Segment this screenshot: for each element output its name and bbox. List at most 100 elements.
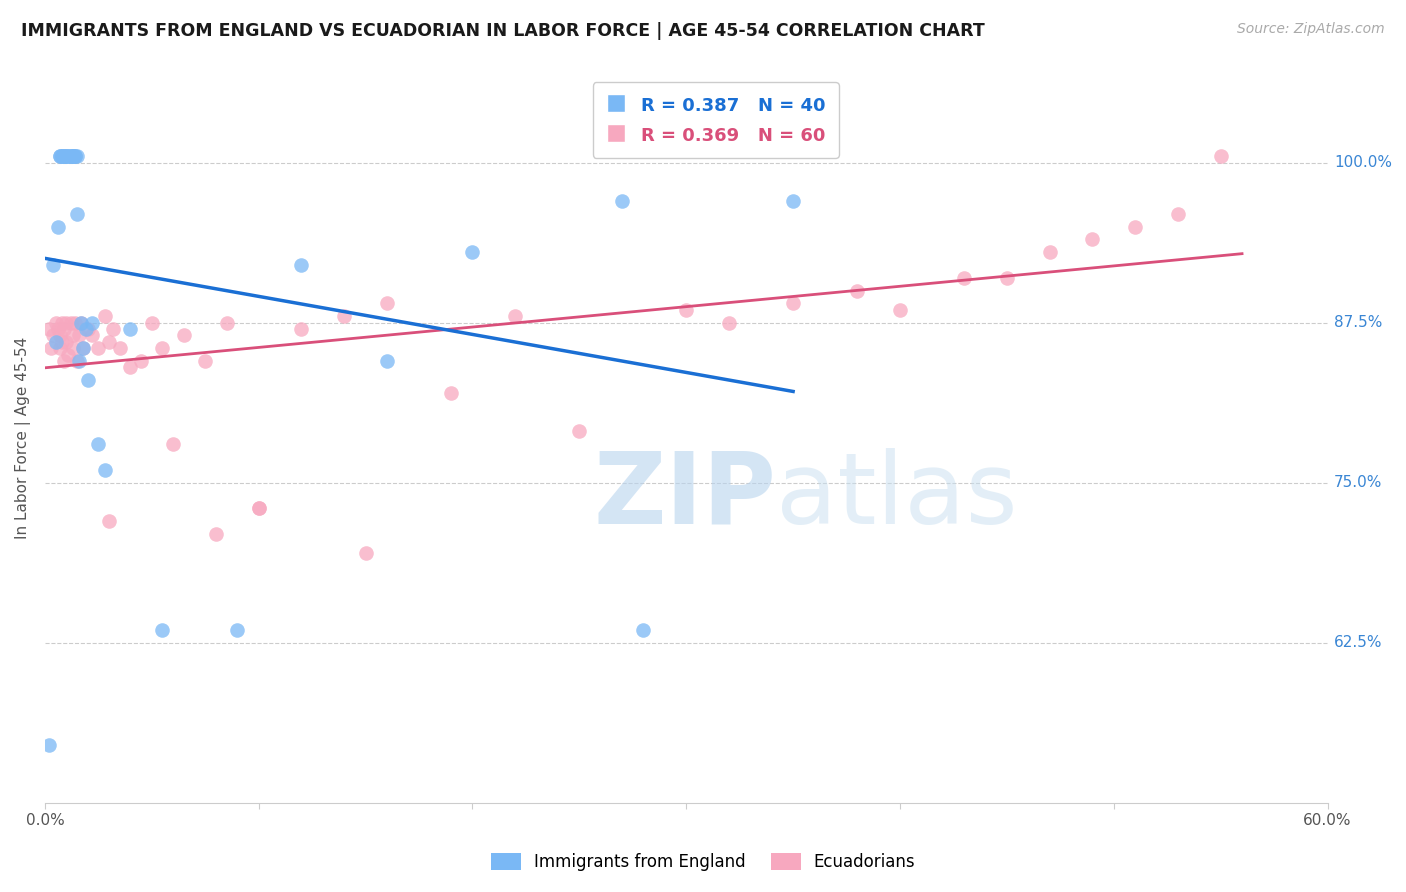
Point: [51, 316, 73, 330]
Point: [42, 328, 65, 343]
Point: [38, 738, 60, 752]
Point: [290, 258, 312, 272]
Point: [141, 316, 163, 330]
Point: [51, 149, 73, 163]
Point: [633, 623, 655, 637]
Point: [375, 354, 398, 368]
Point: [205, 526, 228, 541]
Point: [55, 334, 77, 349]
Point: [1081, 232, 1104, 246]
Point: [67, 354, 90, 368]
Point: [610, 194, 633, 208]
Point: [1039, 245, 1062, 260]
Point: [66, 354, 89, 368]
Point: [290, 322, 312, 336]
Point: [717, 316, 740, 330]
Point: [62, 149, 84, 163]
Point: [55, 316, 77, 330]
Point: [63, 316, 86, 330]
Point: [62, 328, 84, 343]
Point: [62, 149, 84, 163]
Point: [58, 149, 80, 163]
Point: [58, 347, 80, 361]
Point: [67, 328, 90, 343]
Point: [1209, 149, 1232, 163]
Point: [98, 334, 121, 349]
Point: [62, 341, 84, 355]
Point: [215, 316, 238, 330]
Point: [62, 149, 84, 163]
Point: [76, 322, 98, 336]
Point: [53, 149, 76, 163]
Point: [51, 149, 73, 163]
Point: [53, 322, 76, 336]
Y-axis label: In Labor Force | Age 45-54: In Labor Force | Age 45-54: [15, 336, 31, 539]
Point: [782, 194, 804, 208]
Point: [49, 341, 72, 355]
Legend: Immigrants from England, Ecuadorians: Immigrants from England, Ecuadorians: [482, 845, 924, 880]
Point: [247, 501, 270, 516]
Point: [53, 354, 76, 368]
Point: [247, 501, 270, 516]
Point: [568, 425, 591, 439]
Point: [953, 270, 976, 285]
Text: 75.0%: 75.0%: [1334, 475, 1382, 490]
Point: [70, 316, 93, 330]
Point: [782, 296, 804, 310]
Point: [98, 514, 121, 528]
Point: [70, 316, 93, 330]
Point: [375, 296, 398, 310]
Point: [354, 546, 377, 560]
Point: [53, 149, 76, 163]
Point: [42, 258, 65, 272]
Point: [55, 149, 77, 163]
Point: [103, 322, 125, 336]
Point: [76, 373, 98, 387]
Point: [152, 623, 174, 637]
Point: [38, 322, 60, 336]
Point: [63, 149, 86, 163]
Text: 87.5%: 87.5%: [1334, 315, 1382, 330]
Point: [108, 341, 131, 355]
Point: [45, 334, 67, 349]
Point: [49, 149, 72, 163]
Point: [226, 623, 249, 637]
Point: [75, 322, 97, 336]
Point: [66, 149, 89, 163]
Text: Source: ZipAtlas.com: Source: ZipAtlas.com: [1237, 22, 1385, 37]
Text: IMMIGRANTS FROM ENGLAND VS ECUADORIAN IN LABOR FORCE | AGE 45-54 CORRELATION CHA: IMMIGRANTS FROM ENGLAND VS ECUADORIAN IN…: [21, 22, 984, 40]
Point: [63, 149, 86, 163]
Point: [1123, 219, 1146, 234]
Point: [93, 463, 115, 477]
Point: [152, 341, 174, 355]
Point: [55, 149, 77, 163]
Point: [87, 341, 110, 355]
Point: [162, 437, 184, 451]
Text: atlas: atlas: [776, 448, 1018, 545]
Text: ZIP: ZIP: [593, 448, 776, 545]
Point: [59, 316, 82, 330]
Point: [93, 309, 115, 323]
Point: [120, 322, 142, 336]
Point: [120, 360, 142, 375]
Point: [72, 341, 94, 355]
Point: [80, 316, 103, 330]
Point: [45, 316, 67, 330]
Point: [889, 302, 911, 317]
Point: [39, 341, 62, 355]
Point: [49, 328, 72, 343]
Point: [66, 207, 89, 221]
Point: [58, 149, 80, 163]
Point: [333, 309, 356, 323]
Point: [87, 437, 110, 451]
Point: [461, 245, 484, 260]
Point: [51, 334, 73, 349]
Point: [440, 386, 463, 401]
Point: [59, 149, 82, 163]
Legend: R = 0.387   N = 40, R = 0.369   N = 60: R = 0.387 N = 40, R = 0.369 N = 60: [593, 82, 838, 158]
Point: [846, 284, 869, 298]
Point: [46, 219, 69, 234]
Point: [49, 149, 72, 163]
Text: 62.5%: 62.5%: [1334, 635, 1382, 650]
Text: 100.0%: 100.0%: [1334, 155, 1392, 170]
